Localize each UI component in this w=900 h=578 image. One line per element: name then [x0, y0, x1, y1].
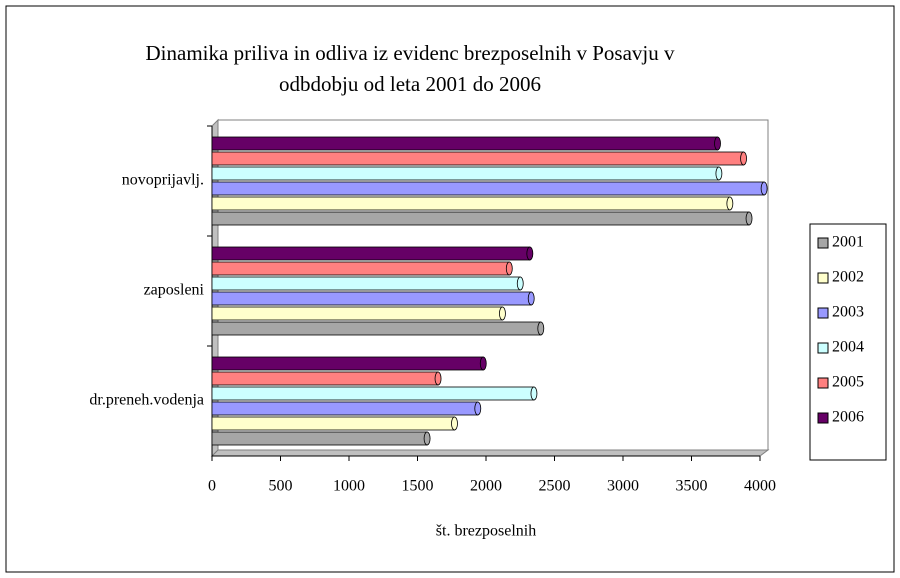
bar-part	[499, 306, 506, 321]
legend-swatch	[817, 307, 829, 319]
bar-part	[479, 356, 487, 371]
bar-part	[423, 431, 431, 446]
x-tick-label: 3000	[607, 478, 639, 495]
bar	[211, 321, 545, 336]
bar-part	[211, 356, 484, 371]
bar-part	[527, 291, 535, 306]
bar-part	[211, 306, 503, 321]
bar-part	[434, 371, 442, 386]
x-tick-label: 500	[269, 478, 293, 495]
x-tick-label: 3500	[676, 478, 708, 495]
bar	[211, 181, 768, 196]
legend-swatch	[817, 377, 829, 389]
bar-part	[211, 371, 439, 386]
bar	[211, 291, 535, 306]
bar	[211, 386, 538, 401]
x-tick-label: 1000	[333, 478, 365, 495]
x-tick-label: 0	[208, 478, 216, 495]
bar-part	[211, 386, 535, 401]
bar-part	[211, 321, 542, 336]
y-tick-label: novoprijavlj.	[122, 172, 204, 189]
bar-part	[211, 211, 750, 226]
bar-part	[451, 416, 458, 431]
bar-part	[526, 246, 534, 261]
bar-part	[211, 416, 455, 431]
legend-label: 2005	[832, 374, 864, 391]
bar	[211, 306, 506, 321]
floor	[210, 449, 770, 457]
legend-label: 2006	[832, 409, 864, 426]
bar	[211, 211, 753, 226]
bar	[211, 246, 534, 261]
bar-part	[745, 211, 753, 226]
bar	[211, 196, 734, 211]
x-tick-label: 1500	[402, 478, 434, 495]
legend-swatch	[817, 342, 829, 354]
legend-label: 2003	[832, 304, 864, 321]
bar	[211, 276, 524, 291]
bar-part	[516, 276, 524, 291]
bar	[211, 371, 442, 386]
bar-part	[715, 166, 723, 181]
bar-part	[211, 181, 765, 196]
x-tick-label: 2500	[539, 478, 571, 495]
bar-part	[537, 321, 545, 336]
bar-part	[211, 196, 731, 211]
bar-part	[505, 261, 513, 276]
bar	[211, 166, 723, 181]
legend-swatch	[817, 272, 829, 284]
bar	[211, 416, 458, 431]
x-axis-label: št. brezposelnih	[436, 523, 536, 540]
legend-label: 2002	[832, 269, 864, 286]
bar-part	[211, 246, 531, 261]
legend-swatch	[817, 237, 829, 249]
y-tick-label: zaposleni	[144, 282, 205, 299]
bar	[211, 151, 747, 166]
bar-part	[211, 276, 521, 291]
x-tick-label: 2000	[470, 478, 502, 495]
bar-part	[211, 401, 479, 416]
bar-part	[211, 151, 744, 166]
bar-part	[211, 136, 718, 151]
bar	[211, 136, 721, 151]
bar-part	[530, 386, 538, 401]
bar-part	[211, 291, 532, 306]
bar-part	[211, 261, 510, 276]
y-tick-label: dr.preneh.vodenja	[89, 392, 204, 409]
bar-part	[474, 401, 482, 416]
bar	[211, 261, 513, 276]
bar-part	[211, 431, 428, 446]
bar	[211, 431, 431, 446]
bar	[211, 356, 487, 371]
chart-title: Dinamika priliva in odliva iz evidenc br…	[145, 41, 675, 96]
bar-part	[740, 151, 747, 166]
legend-swatch	[817, 412, 829, 424]
bar-part	[760, 181, 768, 196]
x-tick-label: 4000	[744, 478, 776, 495]
legend-label: 2004	[832, 339, 864, 356]
bar-part	[726, 196, 734, 211]
bar-part	[714, 136, 721, 151]
bar	[211, 401, 482, 416]
legend-label: 2001	[832, 234, 864, 251]
bar-part	[211, 166, 720, 181]
